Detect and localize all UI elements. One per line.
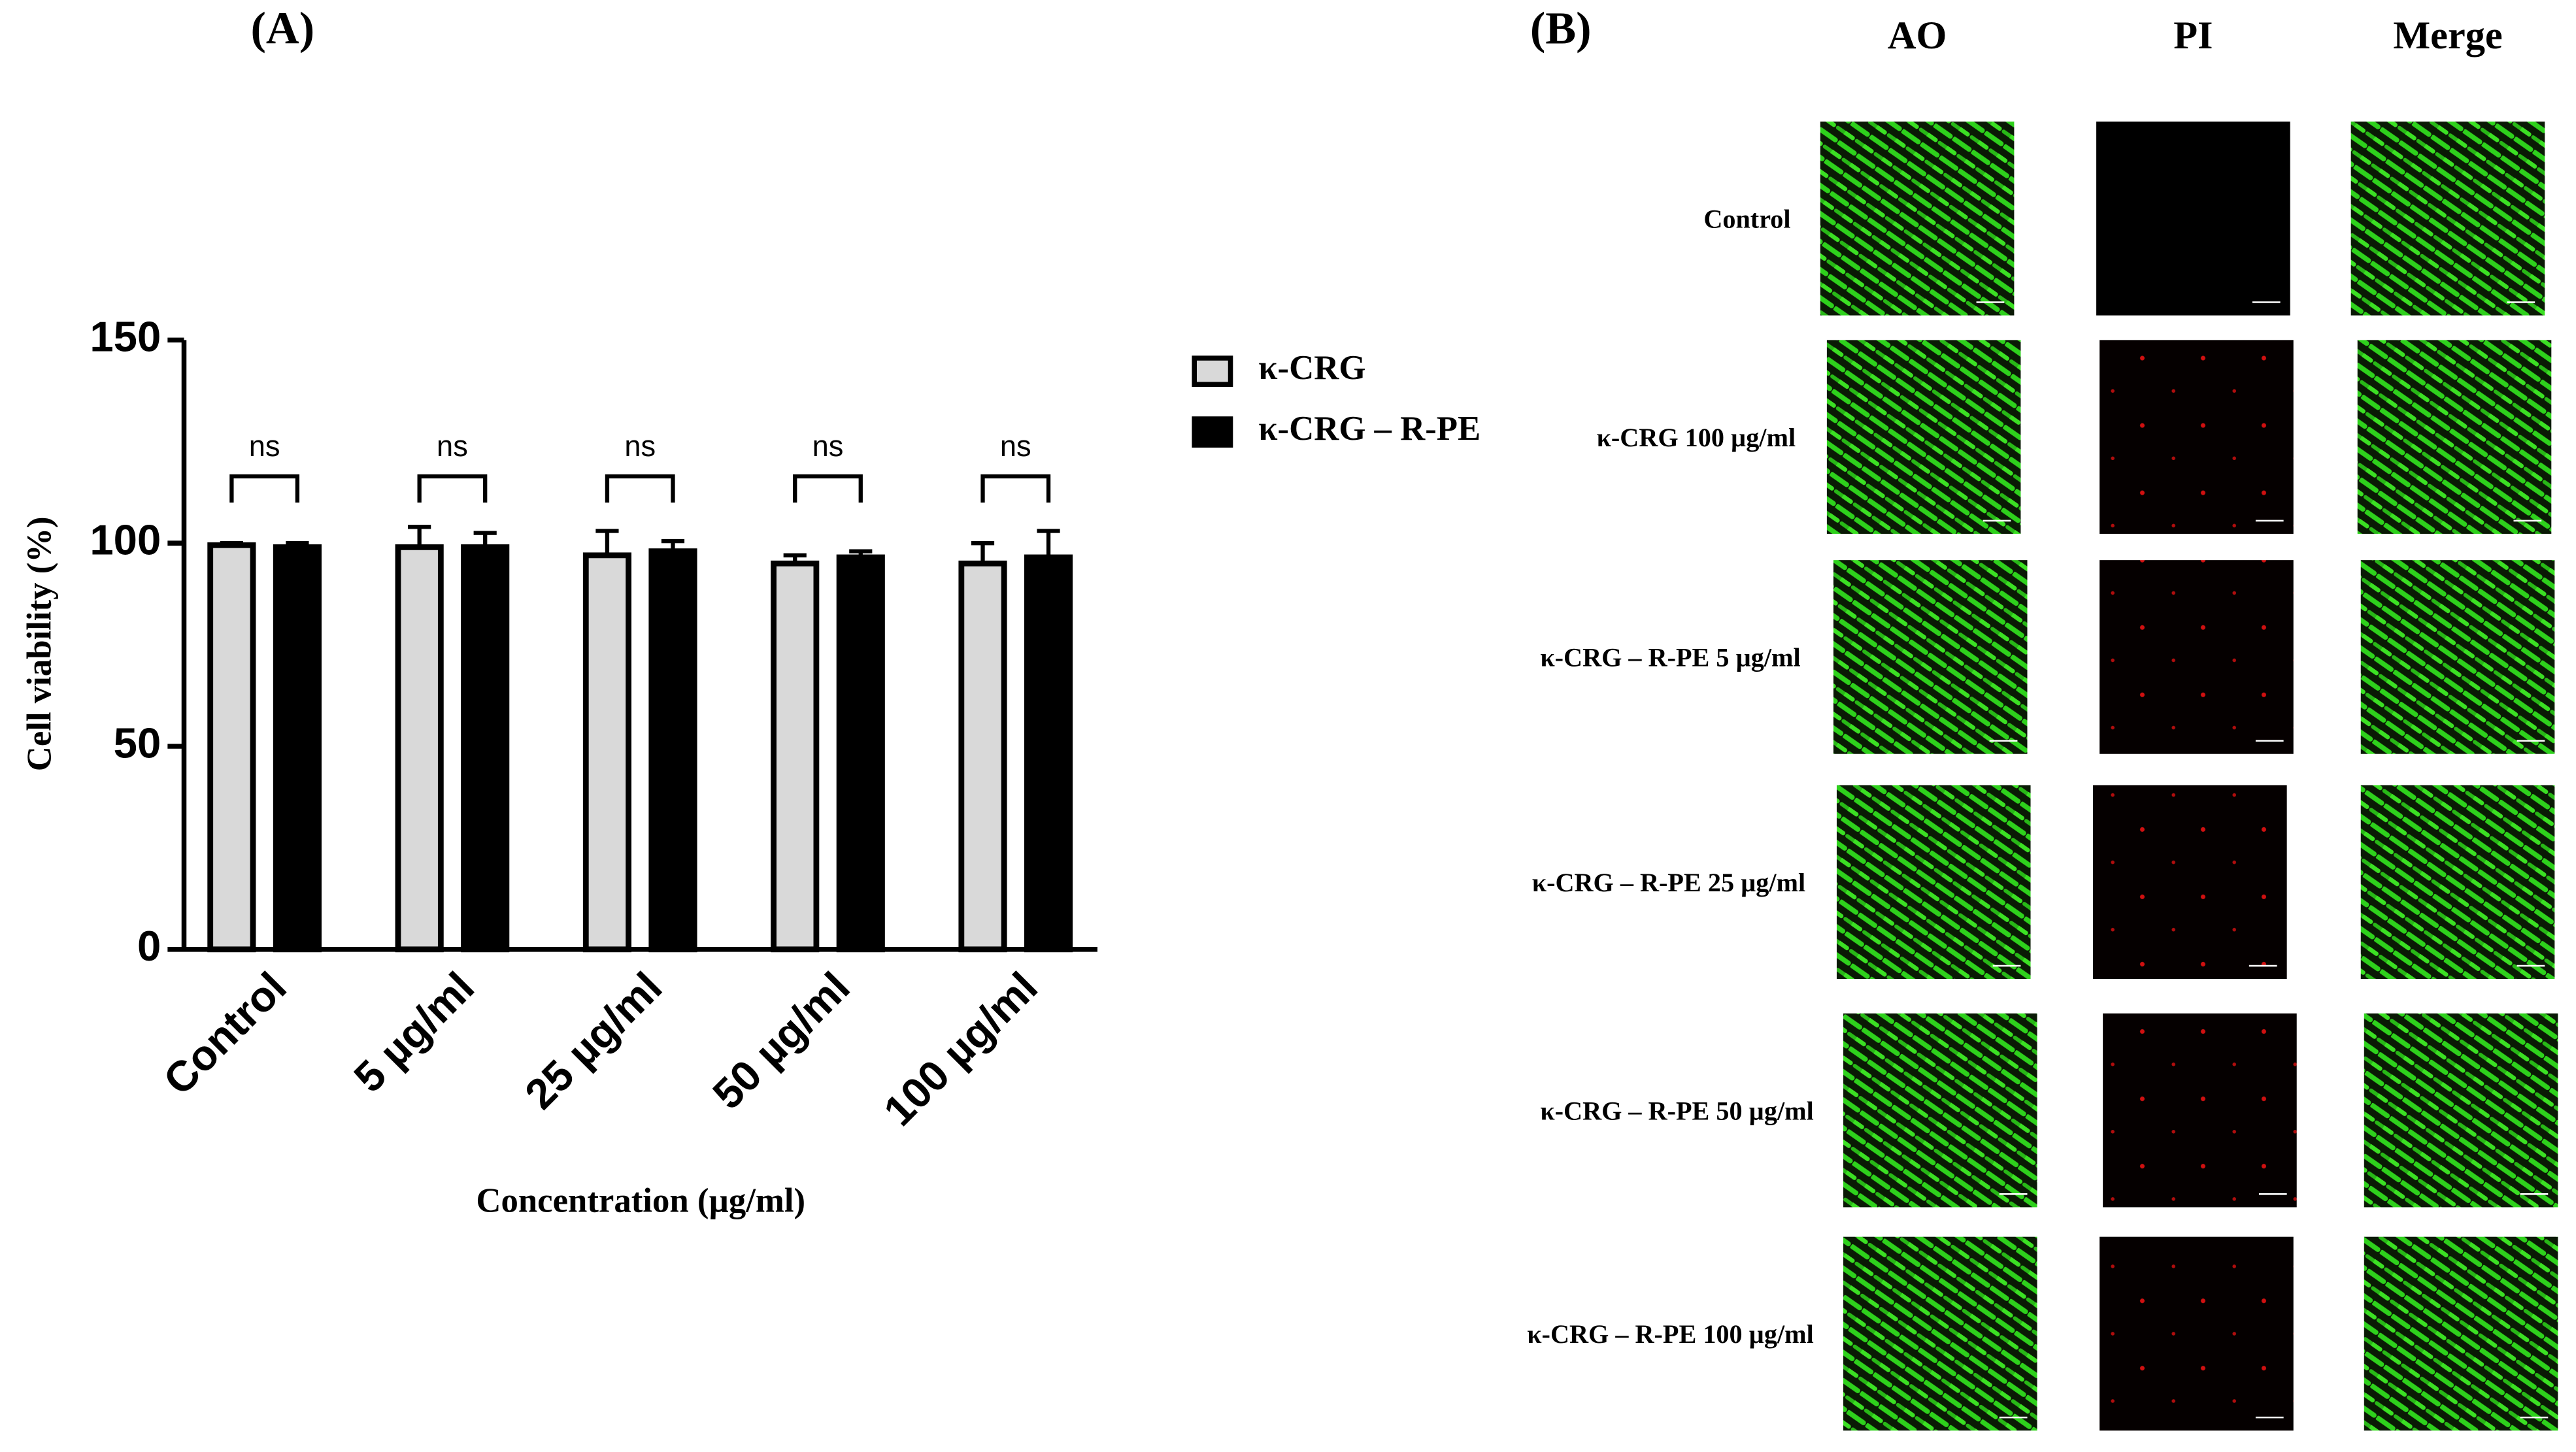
micrograph — [2357, 340, 2552, 534]
micrograph — [2360, 560, 2555, 754]
micrograph — [2103, 1013, 2297, 1208]
bar — [582, 552, 632, 953]
significance-bracket — [605, 474, 675, 503]
significance-label: ns — [624, 429, 656, 463]
column-header: Merge — [2393, 14, 2502, 58]
row-label: κ-CRG – R-PE 50 µg/ml — [1540, 1096, 1813, 1125]
x-tick-label: 100 µg/ml — [875, 963, 1046, 1135]
x-tick-label: 5 µg/ml — [344, 963, 483, 1102]
y-tick-label: 150 — [90, 313, 161, 361]
micrograph — [2099, 1236, 2294, 1431]
row-label: κ-CRG – R-PE 5 µg/ml — [1540, 643, 1800, 672]
x-tick-label: 50 µg/ml — [703, 963, 858, 1118]
micrograph — [2364, 1236, 2558, 1431]
bar — [1024, 554, 1073, 953]
legend-swatch — [1192, 355, 1233, 387]
y-tick-label: 0 — [137, 922, 161, 970]
bar — [836, 554, 885, 953]
y-tick-label: 50 — [114, 719, 161, 767]
micrograph — [1820, 122, 2015, 316]
significance-label: ns — [249, 429, 280, 463]
panel-label: (B) — [1530, 3, 1592, 54]
y-tick-label: 100 — [90, 516, 161, 563]
micrograph — [1826, 340, 2021, 534]
micrograph — [1836, 785, 2031, 980]
bar — [395, 544, 444, 953]
legend-label: κ-CRG – R-PE — [1258, 410, 1480, 448]
row-label: κ-CRG – R-PE 100 µg/ml — [1527, 1319, 1814, 1349]
micrograph — [2093, 785, 2287, 980]
row-label: κ-CRG 100 µg/ml — [1597, 423, 1796, 452]
micrograph — [2099, 340, 2294, 534]
bar — [461, 544, 510, 953]
micrograph — [2350, 122, 2545, 316]
micrograph — [1843, 1013, 2037, 1208]
y-axis-title: Cell viability (%) — [20, 516, 58, 771]
significance-bracket — [793, 474, 863, 503]
significance-bracket — [417, 474, 488, 503]
micrograph — [2099, 560, 2294, 754]
bar — [648, 548, 697, 953]
bar — [207, 542, 256, 953]
significance-label: ns — [437, 429, 468, 463]
row-label: κ-CRG – R-PE 25 µg/ml — [1532, 868, 1805, 897]
significance-label: ns — [1000, 429, 1031, 463]
x-axis-title: Concentration (µg/ml) — [476, 1182, 805, 1220]
column-header: AO — [1888, 14, 1947, 58]
micrograph — [2096, 122, 2290, 316]
significance-bracket — [229, 474, 300, 503]
micrograph — [2364, 1013, 2558, 1208]
row-label: Control — [1703, 205, 1790, 234]
legend-label: κ-CRG — [1258, 349, 1365, 387]
bar — [771, 560, 820, 953]
legend-swatch — [1192, 416, 1233, 448]
x-tick-label: 25 µg/ml — [516, 963, 671, 1118]
micrograph — [1843, 1236, 2037, 1431]
bar — [958, 560, 1007, 953]
panel-label: (A) — [250, 3, 314, 54]
significance-bracket — [980, 474, 1051, 503]
significance-label: ns — [812, 429, 844, 463]
micrograph — [2360, 785, 2555, 980]
x-tick-label: Control — [154, 963, 295, 1104]
micrograph — [1833, 560, 2028, 754]
bar — [273, 544, 322, 953]
column-header: PI — [2173, 14, 2213, 58]
